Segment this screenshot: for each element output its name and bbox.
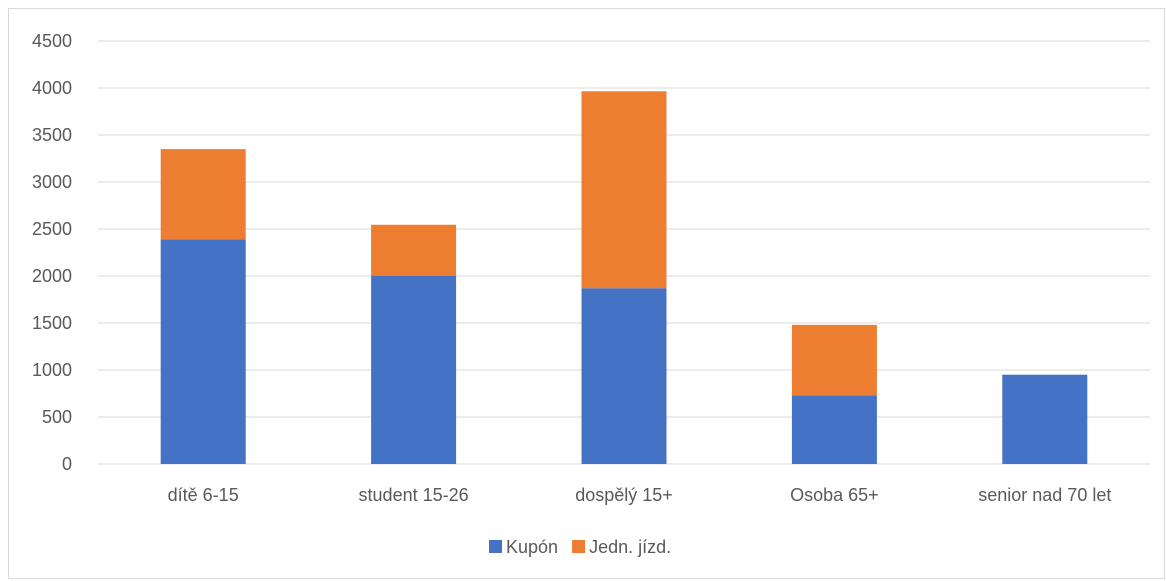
y-tick-label: 2500 — [32, 219, 72, 239]
bar-segment — [581, 91, 667, 289]
bar-segment — [581, 288, 667, 464]
x-tick-label: dospělý 15+ — [575, 485, 673, 505]
legend-label: Jedn. jízd. — [589, 537, 671, 557]
y-tick-label: 4000 — [32, 78, 72, 98]
bars — [160, 91, 1088, 464]
legend-swatch — [489, 540, 502, 553]
bar-segment — [1002, 374, 1088, 464]
bar-segment — [160, 239, 246, 464]
bar-segment — [791, 395, 877, 464]
bar-segment — [371, 224, 457, 276]
y-tick-label: 4500 — [32, 31, 72, 51]
y-tick-label: 1000 — [32, 360, 72, 380]
bar-segment — [791, 324, 877, 396]
y-tick-label: 3500 — [32, 125, 72, 145]
y-tick-label: 500 — [42, 407, 72, 427]
gridlines — [98, 40, 1150, 465]
x-tick-label: senior nad 70 let — [978, 485, 1111, 505]
legend-label: Kupón — [506, 537, 558, 557]
x-tick-label: dítě 6-15 — [168, 485, 239, 505]
legend: Kupón Jedn. jízd. — [489, 537, 671, 557]
y-tick-label: 0 — [62, 454, 72, 474]
y-tick-label: 3000 — [32, 172, 72, 192]
bar-segment — [160, 149, 246, 240]
bar-segment — [371, 276, 457, 464]
y-axis: 0 500 1000 1500 2000 2500 3000 3500 4000 4500 — [32, 31, 72, 474]
legend-swatch — [572, 540, 586, 553]
y-tick-label: 2000 — [32, 266, 72, 286]
x-tick-label: student 15-26 — [359, 485, 469, 505]
x-tick-label: Osoba 65+ — [790, 485, 879, 505]
x-axis: dítě 6-15 student 15-26 dospělý 15+ Osoba 6… — [168, 485, 1112, 505]
y-tick-label: 1500 — [32, 313, 72, 333]
